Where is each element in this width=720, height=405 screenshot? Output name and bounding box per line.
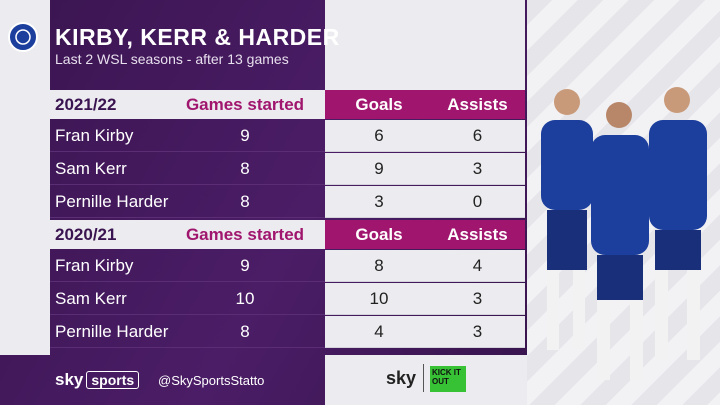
partner-logo: sky (386, 368, 417, 388)
logo-sports: sports (86, 371, 140, 389)
row-right-bg (325, 283, 525, 315)
row-right-bg (325, 316, 525, 348)
stat-value: 10 (369, 289, 389, 308)
player-name: Pernille Harder (55, 322, 169, 341)
row-right-bg (325, 120, 525, 152)
column-header: Games started (185, 224, 305, 244)
club-crest (8, 22, 38, 52)
divider (423, 364, 424, 392)
row-right-bg (325, 250, 525, 282)
stat-value: 0 (472, 192, 483, 211)
row-divider (50, 281, 325, 282)
stat-value: 3 (374, 192, 384, 211)
header-left-bg (50, 90, 325, 119)
player-name: Fran Kirby (55, 256, 134, 275)
stat-value: 9 (374, 159, 384, 178)
stat-value: 3 (472, 159, 483, 178)
row-divider (50, 217, 325, 218)
column-header: Assists (447, 94, 508, 114)
stat-value: 9 (240, 256, 250, 275)
logo-sky: sky (55, 370, 84, 389)
player-figures (541, 87, 707, 380)
player-name: Pernille Harder (55, 192, 169, 211)
column-header: Goals (355, 224, 403, 244)
row-right-bg (325, 153, 525, 185)
stat-value: 8 (240, 322, 250, 341)
footer-light (325, 355, 527, 405)
row-divider (50, 151, 325, 152)
subtitle: Last 2 WSL seasons - after 13 games (55, 51, 289, 67)
stat-value: 3 (472, 289, 483, 308)
season-label: 2021/22 (55, 94, 117, 114)
stat-value: 6 (472, 126, 483, 145)
stat-value: 8 (240, 159, 250, 178)
player-name: Fran Kirby (55, 126, 134, 145)
row-divider (50, 184, 325, 185)
player-name: Sam Kerr (55, 159, 127, 178)
players-photo (541, 87, 707, 380)
column-header: Goals (355, 94, 403, 114)
handle: @SkySportsStatto (158, 373, 265, 388)
player-name: Sam Kerr (55, 289, 127, 308)
row-divider (50, 314, 325, 315)
stat-value: 8 (240, 192, 250, 211)
season-label: 2020/21 (55, 224, 117, 244)
left-strip (0, 0, 50, 355)
sky-sports-logo: sky sports (55, 370, 140, 390)
column-header: Games started (185, 94, 305, 114)
top-light-panel (325, 0, 525, 90)
column-header: Assists (447, 224, 508, 244)
row-divider (50, 347, 325, 348)
stat-value: 3 (472, 322, 483, 341)
header-left-bg (50, 220, 325, 249)
row-right-bg (325, 186, 525, 218)
stat-value: 4 (374, 322, 384, 341)
header-right-bg (325, 90, 525, 119)
stat-value: 4 (472, 256, 483, 275)
header-right-bg (325, 220, 525, 249)
campaign-logo: KICK IT OUT (430, 366, 466, 392)
title: KIRBY, KERR & HARDER (55, 24, 340, 50)
stat-value: 9 (240, 126, 250, 145)
stat-value: 6 (374, 126, 384, 145)
stat-value: 8 (374, 256, 384, 275)
stat-value: 10 (235, 289, 255, 308)
